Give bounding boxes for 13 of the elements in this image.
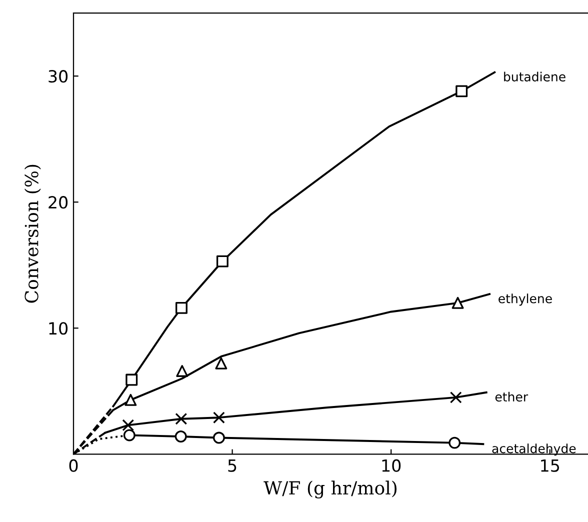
y-tick-label: 30 bbox=[48, 70, 68, 83]
y-tick-label: 10 bbox=[49, 322, 68, 335]
x-tick-label: 10 bbox=[382, 459, 401, 472]
x-tick-label: 0 bbox=[69, 459, 78, 472]
series-label: acetaldehyde bbox=[492, 444, 576, 456]
series-label: ethylene bbox=[498, 294, 552, 306]
y-axis-title: Conversion (%) bbox=[24, 164, 41, 303]
series-label: ether bbox=[495, 392, 528, 402]
x-tick-label: 5 bbox=[228, 460, 236, 472]
y-tick-label: 20 bbox=[48, 196, 68, 209]
x-axis-title: W/F (g hr/mol) bbox=[264, 480, 397, 498]
series-label: butadiene bbox=[504, 72, 566, 82]
x-tick-label: 15 bbox=[541, 460, 560, 472]
